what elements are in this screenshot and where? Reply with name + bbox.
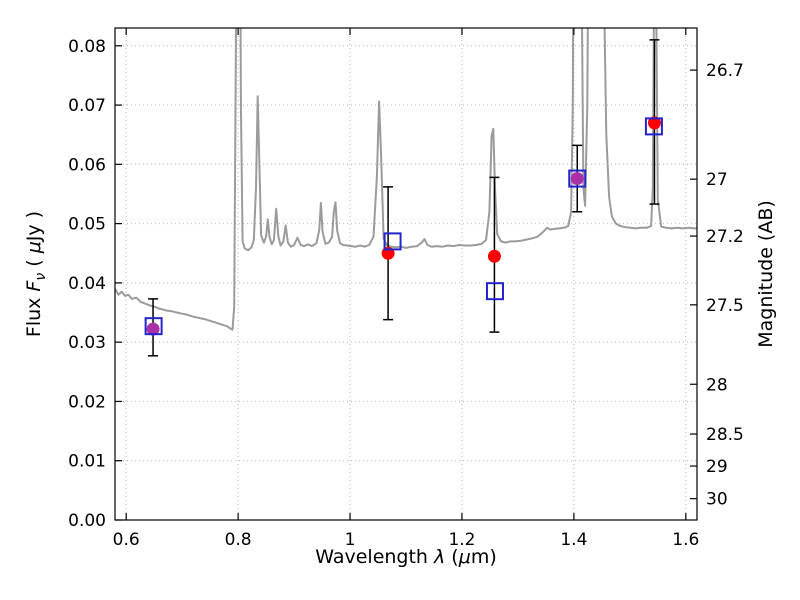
y-tick-label-left: 0.00: [68, 511, 106, 531]
y-tick-label-left: 0.03: [68, 333, 106, 353]
model-point: [485, 282, 504, 301]
plot-frame: [114, 27, 698, 521]
y-tick-label-right: 26.7: [706, 61, 744, 81]
x-tick-label: 0.8: [225, 530, 252, 550]
flux-symbol: F: [23, 280, 45, 292]
x-tick-label: 1: [345, 530, 356, 550]
nu-subscript: ν: [33, 272, 49, 281]
x-tick-label: 1.2: [448, 530, 475, 550]
y-tick-label-left: 0.04: [68, 274, 106, 294]
y-tick-label-right: 29: [706, 457, 728, 477]
x-axis-label-text: Wavelength: [315, 546, 435, 568]
y-axis-label-left: Flux Fν ( μJy ): [23, 210, 49, 338]
y-tick-label-right: 27.2: [706, 227, 744, 247]
y-tick-label-left: 0.01: [68, 452, 106, 472]
model-point: [568, 169, 587, 188]
observed-point: [487, 249, 501, 263]
model-point: [144, 317, 163, 336]
y-tick-label-left: 0.08: [68, 37, 106, 57]
observed-point: [647, 116, 661, 130]
y-tick-label-left: 0.06: [68, 155, 106, 175]
y-tick-label-right: 30: [706, 490, 728, 510]
y-tick-label-left: 0.05: [68, 215, 106, 235]
spectrum-line: [115, 28, 697, 331]
lambda-symbol: λ: [434, 546, 446, 568]
grid: [115, 28, 697, 521]
y-tick-label-left: 0.02: [68, 392, 106, 412]
x-tick-label: 0.6: [113, 530, 140, 550]
model-point: [383, 232, 402, 251]
y-tick-label-right: 28: [706, 375, 728, 395]
x-axis-label: Wavelength λ (μm): [315, 546, 497, 568]
model-point: [644, 117, 663, 136]
mu-symbol: μ: [23, 241, 45, 254]
x-tick-label: 1.6: [672, 530, 699, 550]
y-axis-label-right: Magnitude (AB): [755, 200, 777, 348]
x-tick-label: 1.4: [560, 530, 587, 550]
observed-point: [146, 322, 160, 336]
y-tick-label-left: 0.07: [68, 96, 106, 116]
y-tick-label-right: 27.5: [706, 296, 744, 316]
observed-point: [570, 172, 584, 186]
y-tick-label-right: 27: [706, 170, 728, 190]
mu-symbol: μ: [458, 546, 471, 568]
y-tick-label-right: 28.5: [706, 425, 744, 445]
